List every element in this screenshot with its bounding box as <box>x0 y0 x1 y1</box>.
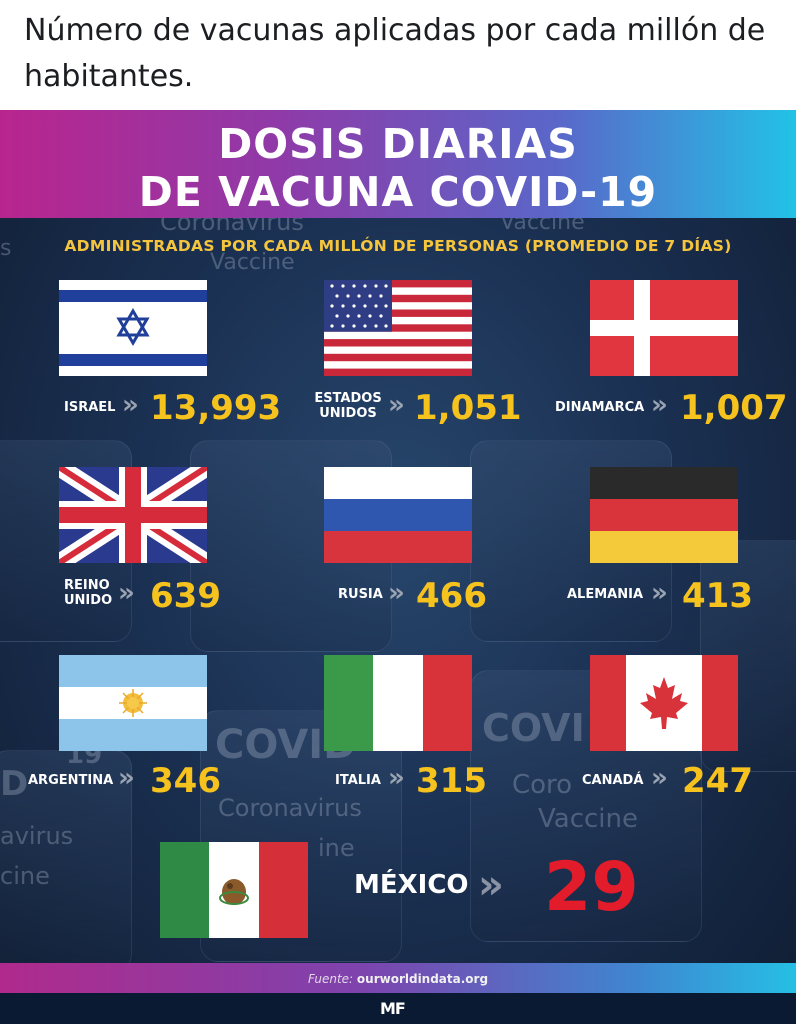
post-caption: Número de vacunas aplicadas por cada mil… <box>24 13 766 94</box>
infographic-title-line2: DE VACUNA COVID-19 <box>138 168 658 216</box>
russia-flag-icon <box>324 467 472 563</box>
uk-flag-icon <box>59 467 207 563</box>
value-estados-unidos: 1,051 <box>414 388 522 428</box>
value-argentina: 346 <box>150 761 221 801</box>
chevron-icon: » <box>118 578 135 608</box>
value-israel: 13,993 <box>150 388 282 428</box>
country-label-rusia: RUSIA <box>338 587 383 602</box>
background-vial-text: Coro <box>512 770 573 800</box>
mf-logo: MF <box>380 999 406 1018</box>
chevron-icon: » <box>478 862 504 908</box>
value-alemania: 413 <box>682 576 753 616</box>
chevron-icon: » <box>388 390 405 420</box>
infographic-title-line1: DOSIS DIARIAS <box>218 120 578 168</box>
country-label-line: UNIDO <box>64 593 113 608</box>
country-label-dinamarca: DINAMARCA <box>555 400 645 415</box>
value-reino-unido: 639 <box>150 576 221 616</box>
background-vial-text: COVI <box>482 706 585 750</box>
value-rusia: 466 <box>416 576 487 616</box>
background-vial-text: s <box>0 236 12 261</box>
chevron-icon: » <box>651 578 668 608</box>
chevron-icon: » <box>388 763 405 793</box>
value-italia: 315 <box>416 761 487 801</box>
background-vial-text: ine <box>318 834 355 862</box>
background-vial-text: Vaccine <box>210 250 295 275</box>
header-band <box>0 110 796 218</box>
value-mexico: 29 <box>544 848 639 927</box>
canada-flag-icon <box>590 655 738 751</box>
background-vial-text: D <box>0 764 29 804</box>
usa-flag-icon <box>324 280 472 376</box>
israel-flag-icon <box>59 280 207 376</box>
chevron-icon: » <box>651 390 668 420</box>
background-vial-text: Coronavirus <box>218 794 362 822</box>
denmark-flag-icon <box>590 280 738 376</box>
country-label-alemania: ALEMANIA <box>567 587 644 602</box>
country-label-mexico: MÉXICO <box>354 870 469 900</box>
country-label-canada: CANADÁ <box>582 773 644 788</box>
value-dinamarca: 1,007 <box>680 388 788 428</box>
background-vial-text: Vaccine <box>538 804 638 834</box>
chevron-icon: » <box>122 390 139 420</box>
value-canada: 247 <box>682 761 753 801</box>
country-label-line: UNIDOS <box>319 406 377 421</box>
background-vial-text: avirus <box>0 822 74 850</box>
source-link[interactable]: ourworldindata.org <box>356 972 489 986</box>
infographic-subtitle: ADMINISTRADAS POR CADA MILLÓN DE PERSONA… <box>64 237 732 255</box>
source-credit: Fuente: ourworldindata.org <box>0 972 796 986</box>
bottom-bar <box>0 993 796 1024</box>
country-label-line: ESTADOS <box>314 391 382 406</box>
chevron-icon: » <box>651 763 668 793</box>
country-label-italia: ITALIA <box>335 773 381 788</box>
country-label-israel: ISRAEL <box>64 400 116 415</box>
background-vial-text: cine <box>0 862 50 890</box>
footer-band <box>0 963 796 993</box>
vaccine-infographic[interactable]: Coronavirus Vaccine Vaccine s COVID COVI… <box>0 110 796 1024</box>
germany-flag-icon <box>590 467 738 563</box>
source-key: Fuente: <box>307 972 354 986</box>
country-label-argentina: ARGENTINA <box>28 773 114 788</box>
chevron-icon: » <box>118 763 135 793</box>
background-vial <box>0 750 132 972</box>
country-label-line: REINO <box>64 578 110 593</box>
country-label-reino-unido: REINO UNIDO <box>64 578 112 608</box>
argentina-flag-icon <box>59 655 207 751</box>
italy-flag-icon <box>324 655 472 751</box>
country-label-estados-unidos: ESTADOS UNIDOS <box>312 391 384 421</box>
chevron-icon: » <box>388 578 405 608</box>
mexico-flag-icon <box>160 842 308 938</box>
